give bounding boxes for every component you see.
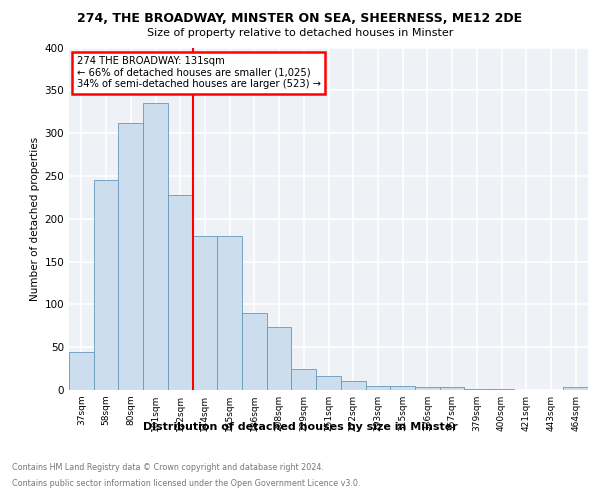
Bar [94, 180, 118, 390]
Text: Contains HM Land Registry data © Crown copyright and database right 2024.: Contains HM Land Registry data © Crown c… [12, 462, 324, 471]
Bar [168, 195, 193, 390]
Text: Size of property relative to detached houses in Minster: Size of property relative to detached ho… [147, 28, 453, 38]
Text: 274 THE BROADWAY: 131sqm
← 66% of detached houses are smaller (1,025)
34% of sem: 274 THE BROADWAY: 131sqm ← 66% of detach… [77, 56, 321, 90]
Bar [563, 388, 588, 390]
Bar [464, 389, 489, 390]
Bar [489, 389, 514, 390]
Bar [118, 123, 143, 390]
Bar [440, 388, 464, 390]
Bar [193, 236, 217, 390]
Bar [415, 386, 440, 390]
Bar [316, 376, 341, 390]
Bar [242, 313, 267, 390]
Bar [267, 326, 292, 390]
Bar [217, 236, 242, 390]
Bar [365, 386, 390, 390]
Bar [143, 103, 168, 390]
Bar [390, 386, 415, 390]
Text: Contains public sector information licensed under the Open Government Licence v3: Contains public sector information licen… [12, 479, 361, 488]
Bar [292, 368, 316, 390]
Text: Distribution of detached houses by size in Minster: Distribution of detached houses by size … [143, 422, 457, 432]
Text: 274, THE BROADWAY, MINSTER ON SEA, SHEERNESS, ME12 2DE: 274, THE BROADWAY, MINSTER ON SEA, SHEER… [77, 12, 523, 26]
Bar [69, 352, 94, 390]
Bar [341, 382, 365, 390]
Y-axis label: Number of detached properties: Number of detached properties [30, 136, 40, 301]
